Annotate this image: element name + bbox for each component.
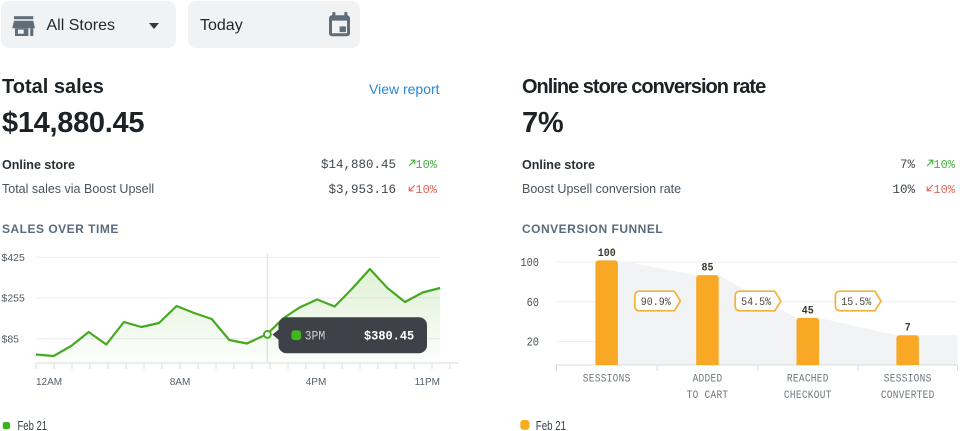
svg-text:20: 20 bbox=[527, 337, 539, 350]
svg-text:Feb 21: Feb 21 bbox=[18, 420, 48, 431]
svg-text:15.5%: 15.5% bbox=[841, 297, 871, 310]
svg-text:54.5%: 54.5% bbox=[741, 297, 771, 310]
svg-text:60: 60 bbox=[527, 297, 539, 310]
svg-text:3PM: 3PM bbox=[305, 329, 326, 344]
svg-text:Feb 21: Feb 21 bbox=[536, 420, 566, 431]
svg-text:4PM: 4PM bbox=[306, 377, 327, 388]
svg-text:$380.45: $380.45 bbox=[364, 329, 414, 344]
svg-text:REACHED: REACHED bbox=[787, 373, 829, 386]
svg-text:7: 7 bbox=[905, 322, 911, 335]
svg-text:$425: $425 bbox=[2, 252, 26, 264]
svg-text:TO CART: TO CART bbox=[687, 389, 729, 402]
svg-text:CONVERTED: CONVERTED bbox=[881, 389, 935, 402]
svg-text:ADDED: ADDED bbox=[693, 373, 723, 386]
svg-text:$85: $85 bbox=[2, 333, 20, 345]
svg-text:100: 100 bbox=[598, 247, 616, 260]
svg-text:SESSIONS: SESSIONS bbox=[583, 373, 631, 386]
svg-text:45: 45 bbox=[802, 305, 814, 318]
svg-text:85: 85 bbox=[702, 262, 714, 275]
svg-text:$255: $255 bbox=[2, 293, 26, 305]
svg-text:11PM: 11PM bbox=[415, 377, 440, 388]
svg-text:90.9%: 90.9% bbox=[641, 297, 671, 310]
svg-text:8AM: 8AM bbox=[170, 377, 191, 388]
svg-text:CHECKOUT: CHECKOUT bbox=[784, 389, 832, 402]
svg-text:12AM: 12AM bbox=[36, 377, 62, 388]
svg-text:100: 100 bbox=[520, 258, 539, 271]
svg-text:SESSIONS: SESSIONS bbox=[884, 373, 932, 386]
